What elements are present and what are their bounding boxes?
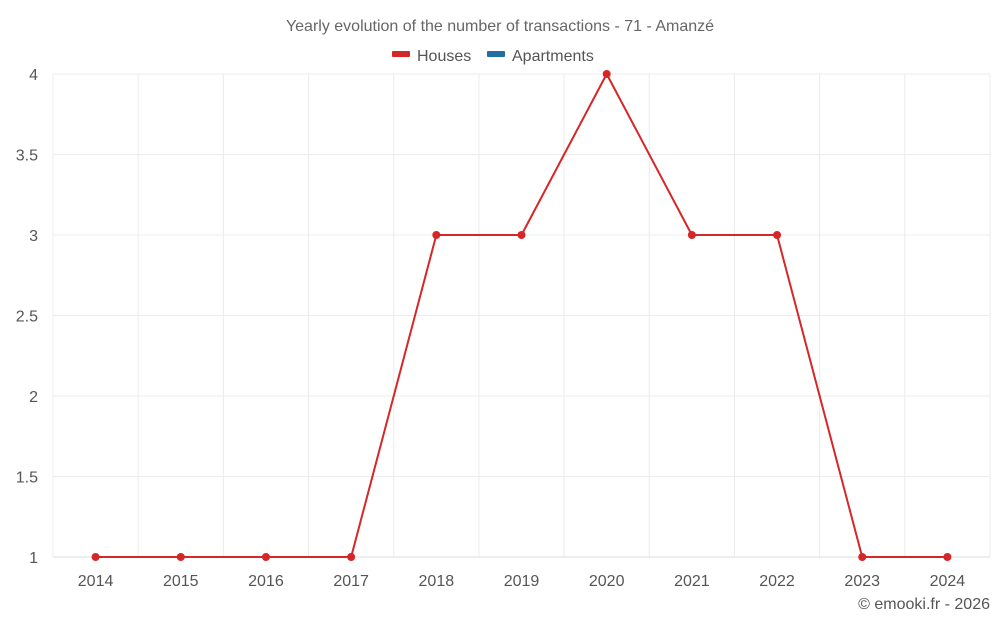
legend-swatch-houses[interactable]: [392, 51, 410, 57]
series-houses: [91, 70, 952, 561]
data-point-houses[interactable]: [687, 231, 696, 239]
data-point-houses[interactable]: [943, 553, 952, 561]
data-point-houses[interactable]: [858, 553, 867, 561]
data-point-houses[interactable]: [261, 553, 270, 561]
credit-text: © emooki.fr - 2026: [858, 596, 990, 613]
legend-swatch-apartments[interactable]: [487, 51, 505, 57]
x-tick-label: 2023: [844, 573, 880, 590]
data-point-houses[interactable]: [432, 231, 441, 239]
x-tick-label: 2016: [248, 573, 284, 590]
y-tick-label: 2.5: [16, 309, 38, 326]
x-tick-label: 2019: [504, 573, 540, 590]
x-tick-label: 2021: [674, 573, 710, 590]
data-point-houses[interactable]: [91, 553, 100, 561]
legend-label-houses[interactable]: Houses: [417, 48, 471, 65]
axes: 1 1.5 2 2.5 3 3.5 4 2014 2015 2016 2017 2018 2019 202…: [16, 67, 966, 590]
y-tick-label: 1: [29, 550, 38, 567]
grid: [52, 73, 991, 558]
y-tick-label: 1.5: [16, 470, 38, 487]
x-tick-label: 2015: [163, 573, 199, 590]
data-point-houses[interactable]: [176, 553, 185, 561]
y-tick-label: 2: [29, 389, 38, 406]
x-tick-label: 2022: [759, 573, 795, 590]
data-point-houses[interactable]: [517, 231, 526, 239]
legend: Houses Apartments: [392, 48, 594, 65]
data-point-houses[interactable]: [602, 70, 611, 78]
x-tick-label: 2017: [333, 573, 369, 590]
chart-title: Yearly evolution of the number of transa…: [286, 18, 714, 35]
legend-label-apartments[interactable]: Apartments: [512, 48, 594, 65]
data-point-houses[interactable]: [773, 231, 782, 239]
x-tick-label: 2020: [589, 573, 625, 590]
y-tick-label: 3: [29, 228, 38, 245]
x-tick-label: 2024: [930, 573, 966, 590]
data-point-houses[interactable]: [347, 553, 356, 561]
y-tick-label: 4: [29, 67, 38, 84]
y-tick-label: 3.5: [16, 148, 38, 165]
x-tick-label: 2018: [419, 573, 455, 590]
x-tick-label: 2014: [78, 573, 114, 590]
